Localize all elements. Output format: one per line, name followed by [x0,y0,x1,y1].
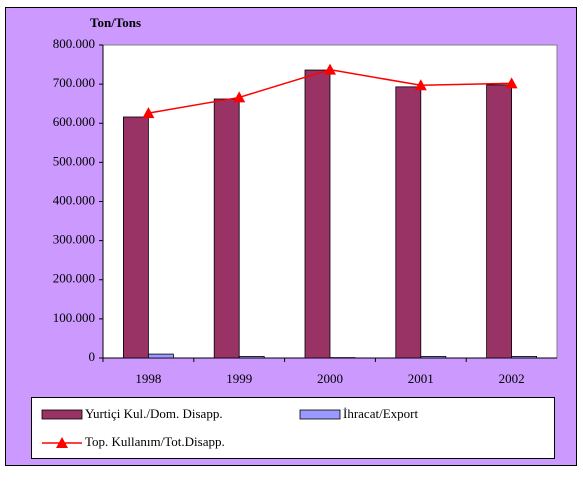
x-tick-label: 2001 [408,371,434,386]
y-tick-label: 200.000 [53,271,95,286]
x-tick-label: 2000 [317,371,343,386]
y-tick-label: 400.000 [53,192,95,207]
y-tick-label: 100.000 [53,310,95,325]
y-tick-label: 800.000 [53,36,95,51]
bar [148,354,173,358]
x-tick-label: 1998 [135,371,161,386]
y-tick-label: 0 [89,349,96,364]
bar [421,356,446,358]
bar [512,356,537,358]
y-tick-label: 600.000 [53,114,95,129]
y-tick-label: 300.000 [53,232,95,247]
bar [305,70,330,358]
bar [239,356,264,358]
x-tick-label: 1999 [226,371,252,386]
legend-label: Top. Kullanım/Tot.Disapp. [85,434,225,449]
y-tick-label: 700.000 [53,75,95,90]
bar [487,85,512,358]
bar [123,117,148,358]
y-tick-label: 500.000 [53,153,95,168]
bar [396,87,421,358]
legend-label: İhracat/Export [343,406,418,421]
legend-swatch [42,410,82,419]
bar [214,99,239,358]
x-tick-label: 2002 [499,371,525,386]
y-axis-title: Ton/Tons [90,15,141,30]
legend-swatch [300,410,340,419]
legend-label: Yurtiçi Kul./Dom. Disapp. [85,406,223,421]
